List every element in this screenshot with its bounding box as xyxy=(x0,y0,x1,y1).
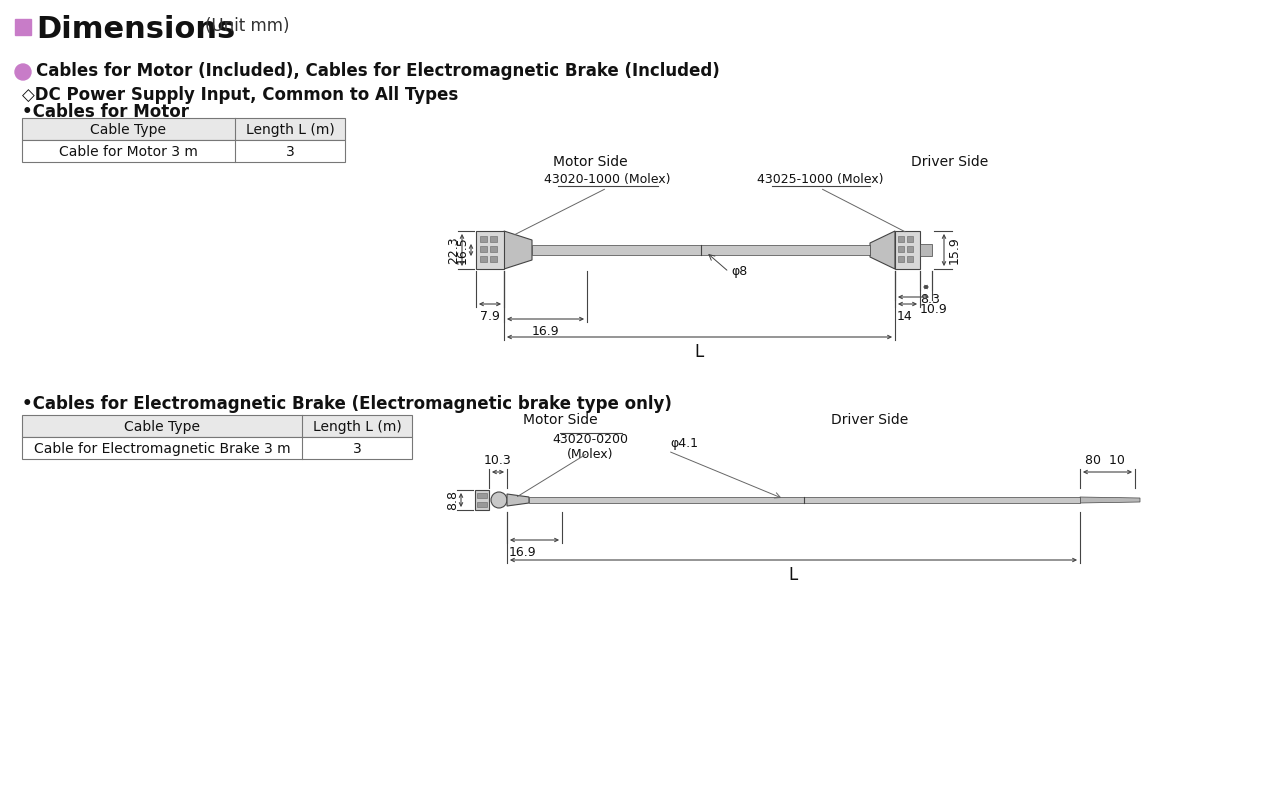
Bar xyxy=(22,140,346,162)
Text: L: L xyxy=(695,343,704,361)
Bar xyxy=(490,256,497,262)
Text: •Cables for Motor: •Cables for Motor xyxy=(22,103,189,121)
Text: 7.9: 7.9 xyxy=(480,310,500,323)
Text: 16.5: 16.5 xyxy=(456,236,468,264)
Text: 14: 14 xyxy=(897,310,913,323)
Text: Dimensions: Dimensions xyxy=(36,15,236,44)
Text: Length L (m): Length L (m) xyxy=(246,123,334,137)
Text: Length L (m): Length L (m) xyxy=(312,420,402,434)
Text: φ8: φ8 xyxy=(731,265,748,278)
Text: 10.3: 10.3 xyxy=(484,454,512,467)
Bar xyxy=(477,502,486,507)
Text: Motor Side: Motor Side xyxy=(522,413,598,427)
Text: (Unit mm): (Unit mm) xyxy=(205,17,289,35)
Text: •Cables for Electromagnetic Brake (Electromagnetic brake type only): •Cables for Electromagnetic Brake (Elect… xyxy=(22,395,672,413)
Polygon shape xyxy=(507,494,529,506)
Text: 15.9: 15.9 xyxy=(948,236,961,264)
Bar xyxy=(22,118,346,140)
Bar xyxy=(532,245,870,255)
Bar xyxy=(899,256,904,262)
Text: φ4.1: φ4.1 xyxy=(669,437,698,450)
Bar xyxy=(895,231,920,269)
Text: Driver Side: Driver Side xyxy=(832,413,909,427)
Text: Cable Type: Cable Type xyxy=(91,123,166,137)
Bar xyxy=(480,246,486,252)
Text: 16.9: 16.9 xyxy=(531,325,559,338)
Text: Cable Type: Cable Type xyxy=(124,420,200,434)
Bar xyxy=(908,256,913,262)
Text: Motor Side: Motor Side xyxy=(553,155,627,169)
Bar xyxy=(529,497,1080,503)
Polygon shape xyxy=(1080,497,1140,503)
Text: L: L xyxy=(788,566,799,584)
Polygon shape xyxy=(870,231,895,269)
Circle shape xyxy=(15,64,31,80)
Text: 3: 3 xyxy=(352,442,361,456)
Text: 80  10: 80 10 xyxy=(1085,454,1125,467)
Text: Driver Side: Driver Side xyxy=(911,155,988,169)
Text: ◇DC Power Supply Input, Common to All Types: ◇DC Power Supply Input, Common to All Ty… xyxy=(22,86,458,104)
Text: Cable for Electromagnetic Brake 3 m: Cable for Electromagnetic Brake 3 m xyxy=(33,442,291,456)
Bar xyxy=(899,246,904,252)
Text: 10.9: 10.9 xyxy=(920,303,947,316)
Text: Cables for Motor (Included), Cables for Electromagnetic Brake (Included): Cables for Motor (Included), Cables for … xyxy=(36,62,719,80)
Text: 43025-1000 (Molex): 43025-1000 (Molex) xyxy=(756,173,883,186)
Bar xyxy=(920,244,932,256)
Text: 8.8: 8.8 xyxy=(445,490,460,510)
Text: 43020-1000 (Molex): 43020-1000 (Molex) xyxy=(544,173,671,186)
Text: 16.9: 16.9 xyxy=(509,546,536,559)
Bar xyxy=(22,437,412,459)
Bar xyxy=(908,236,913,242)
Bar xyxy=(480,236,486,242)
Bar xyxy=(475,490,489,510)
Text: 3: 3 xyxy=(285,145,294,159)
Text: 43020-0200
(Molex): 43020-0200 (Molex) xyxy=(552,433,628,461)
Bar xyxy=(480,256,486,262)
Bar xyxy=(490,236,497,242)
Text: 8.3: 8.3 xyxy=(920,293,940,306)
Bar xyxy=(899,236,904,242)
Text: 22.3: 22.3 xyxy=(447,236,460,264)
Bar xyxy=(22,415,412,437)
Bar xyxy=(490,246,497,252)
Bar xyxy=(477,493,486,498)
Bar xyxy=(908,246,913,252)
Bar xyxy=(15,19,31,35)
Text: Cable for Motor 3 m: Cable for Motor 3 m xyxy=(59,145,198,159)
Circle shape xyxy=(492,492,507,508)
Bar xyxy=(476,231,504,269)
Polygon shape xyxy=(504,231,532,269)
